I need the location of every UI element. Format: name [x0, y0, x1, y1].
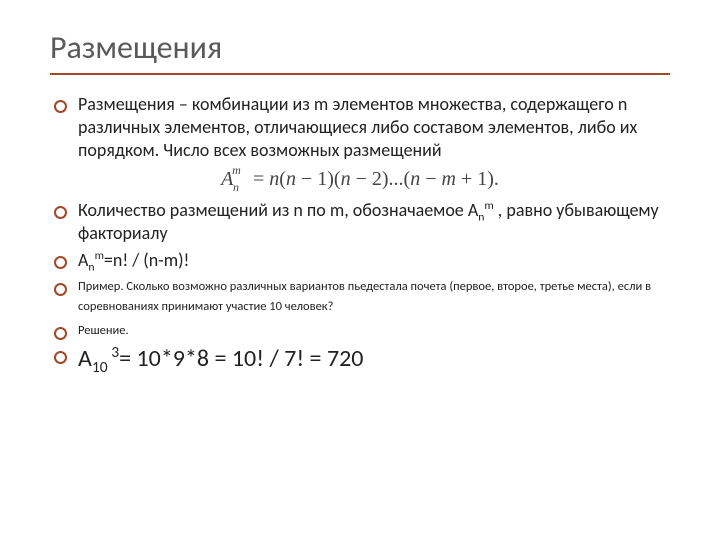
text-run: = 10*9*8 = 10! / 7! = 720: [119, 344, 363, 373]
bullet-item: Количество размещений из n по m, обознач…: [50, 199, 670, 245]
arrangement-formula: Amn = n(n − 1)(n − 2)...(n − m + 1).: [221, 168, 499, 191]
text-run: A: [78, 344, 92, 373]
bullet-item: A10 3= 10*9*8 = 10! / 7! = 720: [50, 344, 670, 374]
bullet-item: Anm=n! / (n-m)!: [50, 249, 670, 272]
text-run: 10: [92, 358, 111, 377]
formula-block: Amn = n(n − 1)(n − 2)...(n − m + 1).: [50, 168, 670, 191]
bullet-text: Количество размещений из n по m, обознач…: [78, 199, 659, 244]
bullet-text: Anm=n! / (n-m)!: [78, 249, 189, 271]
slide-title: Размещения: [50, 28, 670, 67]
text-run: Размещения – комбинации из m элементов м…: [78, 93, 637, 161]
bullet-text: Пример. Сколько возможно различных вариа…: [78, 279, 651, 314]
bullet-item: Размещения – комбинации из m элементов м…: [50, 93, 670, 162]
bullet-item: Решение.: [50, 320, 670, 340]
bullet-text: Решение.: [78, 323, 129, 338]
text-run: m: [95, 249, 104, 263]
title-underline: [50, 73, 670, 75]
text-run: 3: [111, 343, 119, 362]
text-run: Пример. Сколько возможно различных вариа…: [78, 279, 651, 314]
bullet-text: A10 3= 10*9*8 = 10! / 7! = 720: [78, 344, 363, 373]
text-run: Количество размещений из n по m, обознач…: [78, 199, 478, 221]
text-run: A: [78, 249, 88, 271]
text-run: =n! / (n-m)!: [104, 249, 190, 271]
formula-sup: m: [232, 163, 241, 177]
formula-rhs: = n(n − 1)(n − 2)...(n − m + 1).: [248, 168, 499, 190]
formula-sub: n: [233, 180, 239, 194]
text-run: m: [484, 199, 493, 213]
bullet-item: Пример. Сколько возможно различных вариа…: [50, 276, 670, 316]
text-run: Решение.: [78, 323, 129, 338]
bullet-list: Размещения – комбинации из m элементов м…: [50, 93, 670, 374]
bullet-text: Размещения – комбинации из m элементов м…: [78, 93, 637, 161]
